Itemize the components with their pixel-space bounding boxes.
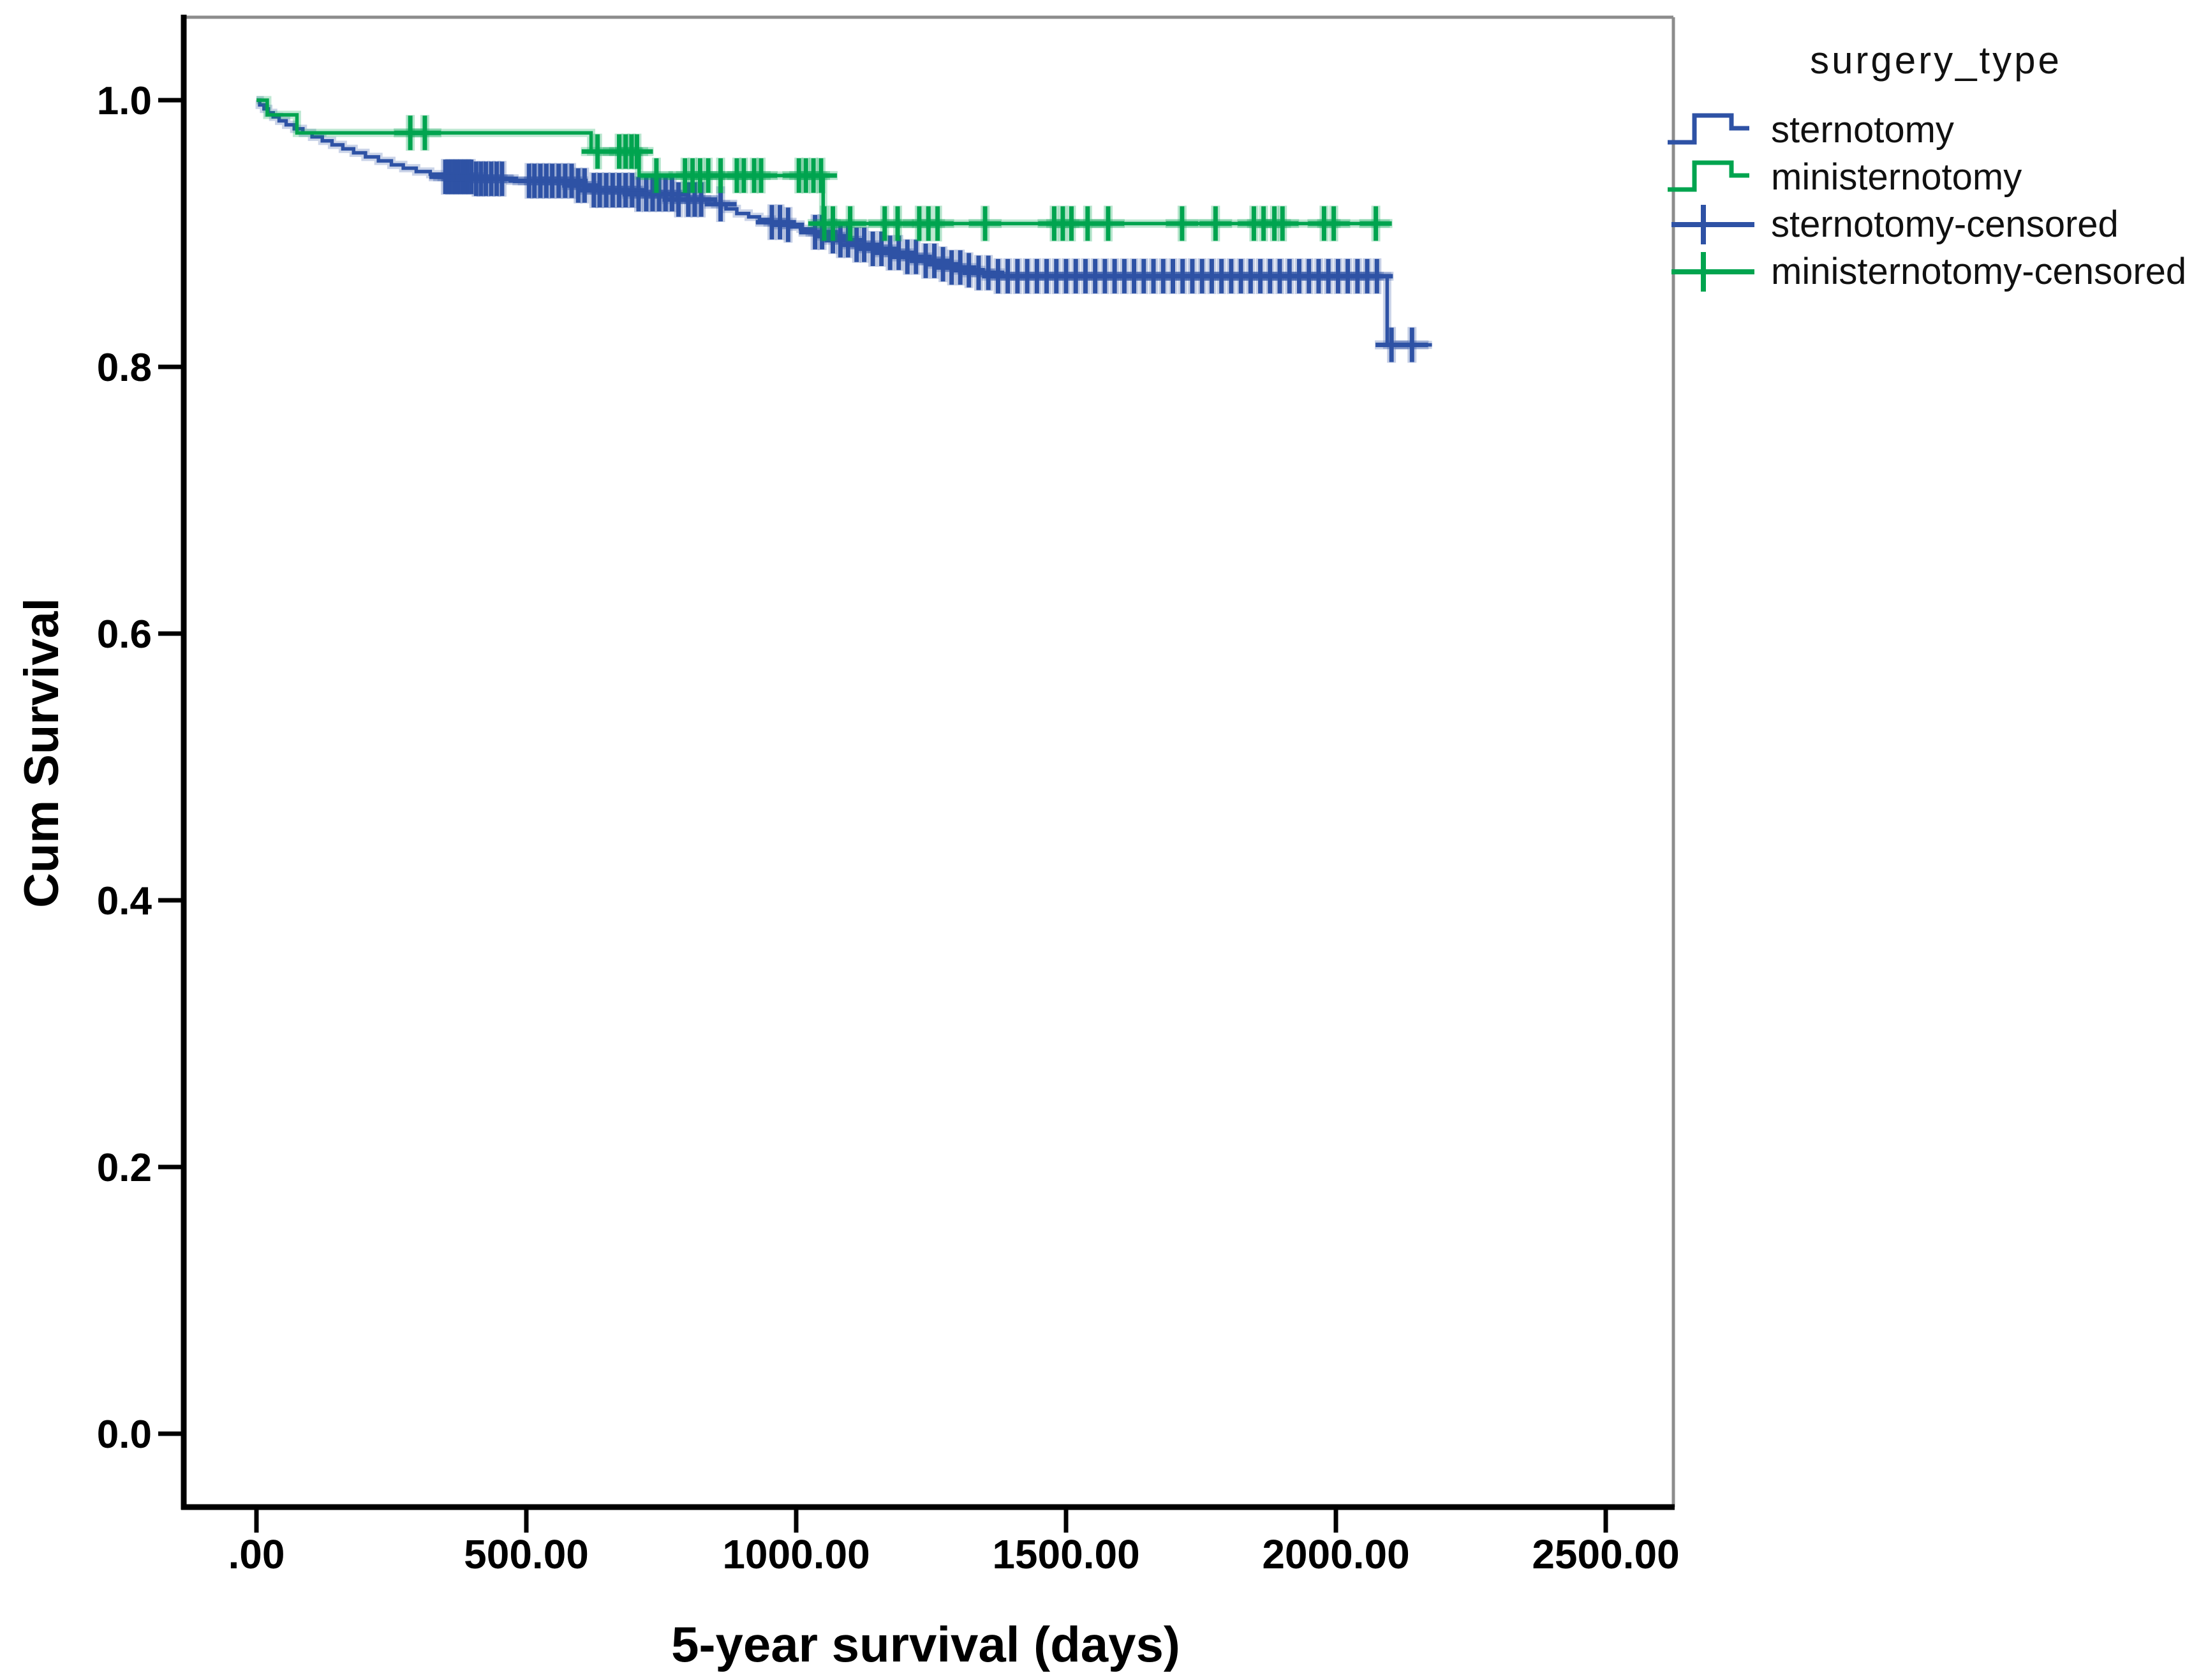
y-tick-label: 1.0	[97, 79, 152, 123]
legend-item-sternotomy: sternotomy	[1666, 107, 2205, 154]
legend: surgery_type sternotomy ministernotomy ste…	[1666, 38, 2205, 295]
y-tick-label: 0.6	[97, 613, 152, 657]
legend-title: surgery_type	[1810, 39, 2062, 82]
y-tick-label: 0.4	[97, 879, 152, 923]
plus-marker-icon	[1671, 252, 1754, 292]
y-axis-title: Cum Survival	[15, 598, 69, 908]
step-line-icon	[1668, 160, 1749, 192]
y-tick-label: 0.8	[97, 346, 152, 390]
legend-item-label: sternotomy	[1771, 109, 1954, 151]
x-tick-label: .00	[228, 1531, 285, 1577]
x-tick-label: 2000.00	[1262, 1531, 1409, 1577]
x-tick-label: 1000.00	[722, 1531, 870, 1577]
x-axis-title: 5-year survival (days)	[671, 1616, 1180, 1672]
legend-item-label: ministernotomy	[1771, 156, 2022, 198]
legend-item-label: ministernotomy-censored	[1771, 251, 2187, 292]
plus-marker-icon	[1671, 205, 1754, 244]
step-line-glyph	[1668, 160, 1749, 192]
x-tick-label: 2500.00	[1532, 1531, 1679, 1577]
y-tick-label: 0.0	[97, 1413, 152, 1457]
legend-item-ministernotomy: ministernotomy	[1666, 154, 2205, 201]
legend-item-sternotomy-censored: sternotomy-censored	[1666, 201, 2205, 248]
legend-item-label: sternotomy-censored	[1771, 204, 2119, 245]
x-tick-label: 500.00	[464, 1531, 589, 1577]
legend-items: sternotomy ministernotomy sternotomy-censo…	[1666, 107, 2205, 295]
x-tick-label: 1500.00	[992, 1531, 1139, 1577]
step-line-glyph	[1668, 113, 1749, 145]
step-line-icon	[1668, 113, 1749, 145]
y-tick-label: 0.2	[97, 1146, 152, 1190]
legend-item-ministernotomy-censored: ministernotomy-censored	[1666, 248, 2205, 295]
